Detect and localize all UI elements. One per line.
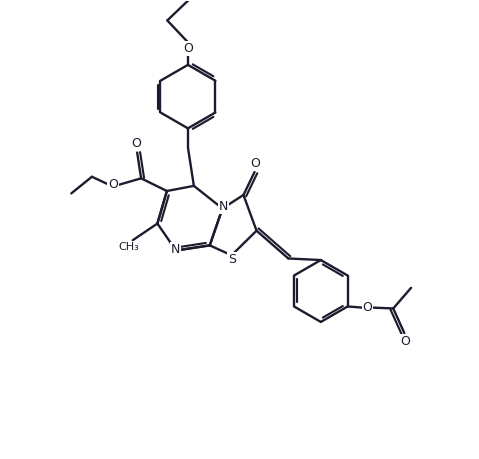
Text: N: N (171, 243, 180, 256)
Text: O: O (400, 335, 410, 348)
Text: S: S (228, 253, 236, 266)
Text: O: O (131, 137, 141, 150)
Text: CH₃: CH₃ (118, 242, 139, 252)
Text: O: O (251, 157, 260, 170)
Text: O: O (183, 42, 193, 55)
Text: O: O (363, 301, 372, 314)
Text: O: O (108, 178, 118, 191)
Text: N: N (219, 200, 228, 213)
